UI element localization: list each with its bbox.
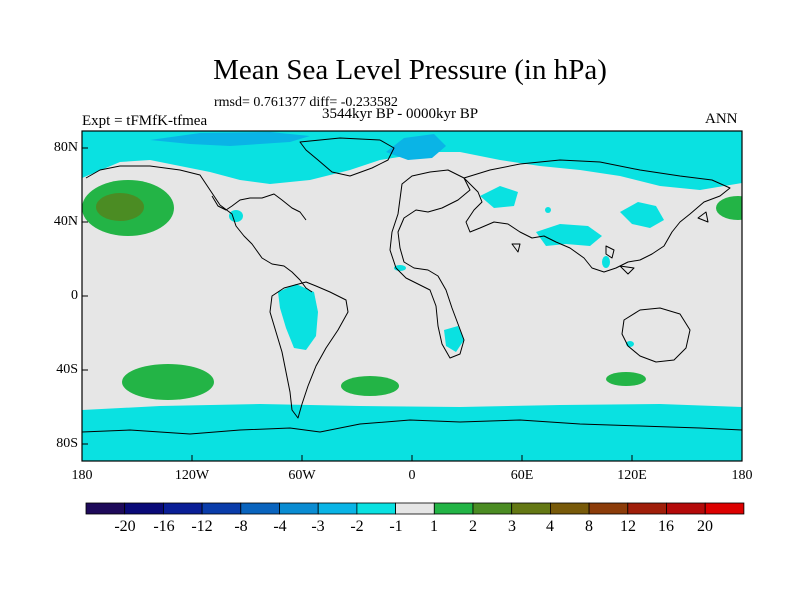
experiment-label: Expt = tFMfK-tfmea [82, 113, 208, 129]
lon-label-120w: 120W [174, 468, 210, 483]
southern-africa-low [444, 326, 464, 352]
coast-south-america [269, 281, 349, 419]
north-atlantic-spot [229, 210, 243, 222]
lon-label-180w: 180 [71, 468, 93, 483]
south-pacific-high [122, 364, 214, 400]
lon-label-0: 0 [408, 468, 416, 483]
arabia-low [545, 207, 551, 213]
greenland-low-core [386, 134, 446, 160]
colorbar-label: -4 [273, 518, 287, 535]
colorbar-swatch [240, 502, 280, 515]
colorbar-swatch [666, 502, 706, 515]
colorbar-label: -1 [389, 518, 403, 535]
colorbar-label: -12 [191, 518, 213, 535]
negative-anomaly-regions [82, 131, 742, 461]
colorbar-swatch [511, 502, 551, 515]
colorbar-label: 4 [546, 518, 554, 535]
deeper-negative-regions [150, 132, 446, 160]
south-indian-high [606, 372, 646, 386]
colorbar-label: -3 [311, 518, 325, 535]
lon-label-60w: 60W [288, 468, 316, 483]
colorbar-label: -16 [153, 518, 175, 535]
lat-label-80s: 80S [56, 436, 78, 451]
colorbar-label: 3 [508, 518, 516, 535]
colorbar-swatch [356, 502, 396, 515]
colorbar-swatch [433, 502, 474, 515]
colorbar-label: 8 [585, 518, 593, 535]
colorbar-swatch [201, 502, 242, 515]
coast-antarctica [82, 419, 742, 435]
colorbar-swatch [472, 502, 513, 515]
colorbar-swatch [395, 502, 435, 515]
east-asia-low [620, 202, 664, 228]
arctic-strip-core [150, 132, 310, 146]
coast-north-america [85, 165, 313, 293]
map-panel [82, 131, 742, 461]
lat-label-80n: 80N [53, 140, 78, 155]
antarctic-low-band [82, 404, 742, 461]
colorbar-swatch [550, 502, 590, 515]
colorbar-label: 1 [430, 518, 438, 535]
lon-label-180e: 180 [731, 468, 753, 483]
lon-label-60e: 60E [510, 468, 534, 483]
colorbar-swatch [162, 502, 203, 515]
coast-asia [463, 159, 731, 273]
colorbar-label: 16 [658, 518, 674, 535]
coast-australia [621, 307, 691, 363]
south-america-low [278, 284, 318, 350]
colorbar-swatch [627, 502, 667, 515]
colorbar-label: 20 [697, 518, 713, 535]
colorbar-swatch [124, 502, 164, 515]
colorbar [85, 502, 745, 515]
period-label: 3544kyr BP - 0000kyr BP [322, 106, 479, 122]
colorbar-label: -8 [234, 518, 248, 535]
lat-label-eq: 0 [71, 288, 78, 303]
map-title: Mean Sea Level Pressure (in hPa) [213, 54, 607, 86]
colorbar-swatch [279, 502, 319, 515]
coast-europe-africa [389, 169, 471, 359]
arctic-low-band [82, 131, 742, 190]
colorbar-swatch [588, 502, 629, 515]
north-pacific-high-core [96, 193, 144, 221]
colorbar-swatch [85, 502, 126, 515]
season-label: ANN [705, 111, 738, 127]
colorbar-swatch [704, 502, 745, 515]
east-pacific-edge-high [716, 196, 742, 220]
positive-anomaly-regions [82, 180, 742, 400]
lat-label-40n: 40N [53, 214, 78, 229]
east-atlantic-low [480, 186, 518, 208]
stats-text: rmsd= 0.761377 diff= -0.233582 [214, 95, 398, 110]
coast-islands [511, 211, 709, 275]
coast-greenland [299, 137, 395, 177]
axis-ticks [82, 147, 633, 461]
indonesia-low [602, 256, 610, 268]
lon-label-120e: 120E [617, 468, 647, 483]
colorbar-label: 2 [469, 518, 477, 535]
lat-label-40s: 40S [56, 362, 78, 377]
coastlines [82, 137, 742, 435]
colorbar-swatch [317, 502, 358, 515]
south-atlantic-high [341, 376, 399, 396]
colorbar-label: 12 [620, 518, 636, 535]
colorbar-label: -2 [350, 518, 364, 535]
colorbar-label: -20 [114, 518, 136, 535]
